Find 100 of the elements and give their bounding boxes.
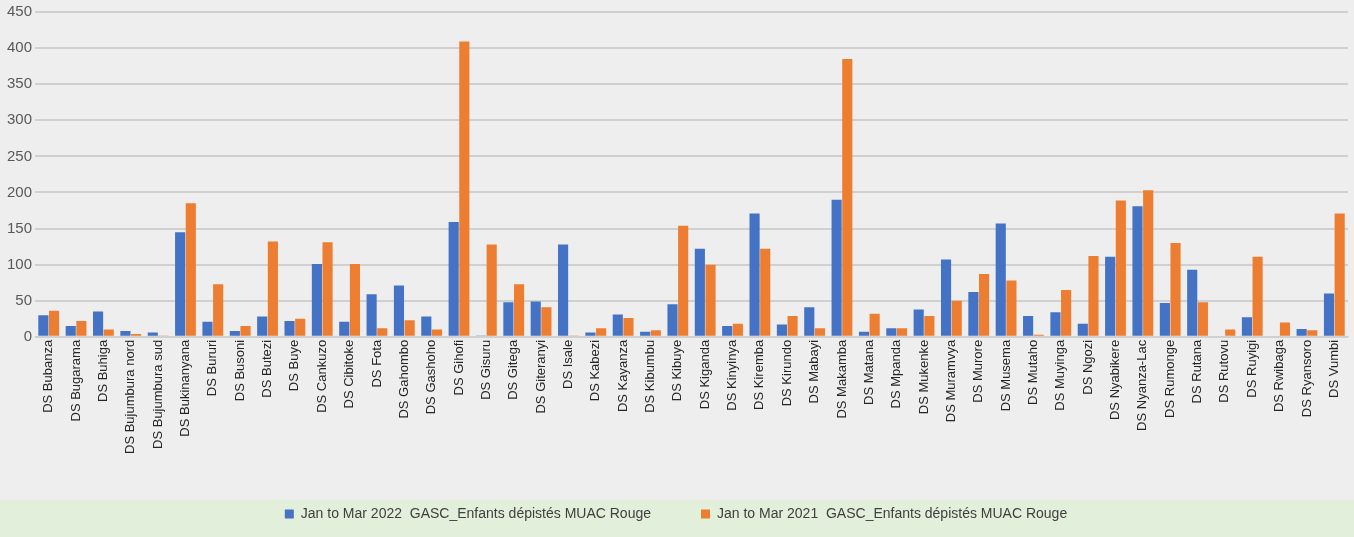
y-tick-label: 250 xyxy=(7,146,33,164)
bar xyxy=(175,232,186,336)
bar xyxy=(831,199,842,336)
x-tick-label: DS Mpanda xyxy=(888,339,904,409)
x-tick-label: DS Gihofi xyxy=(450,339,466,396)
x-tick-label: DS Bujumbura sud xyxy=(149,339,165,449)
bar xyxy=(120,331,131,336)
x-tick-label: DS Cankuzo xyxy=(313,339,329,413)
y-tick-label: 100 xyxy=(7,254,33,272)
x-tick-label: DS Rumonge xyxy=(1161,339,1177,418)
bar xyxy=(1252,256,1263,336)
bar xyxy=(814,328,826,336)
bar xyxy=(596,328,607,336)
bar xyxy=(913,309,924,336)
x-tick-label: DS Bugarama xyxy=(67,339,83,422)
x-tick-label: DS Muyinga xyxy=(1052,339,1068,411)
bar xyxy=(1115,200,1126,336)
bar xyxy=(38,315,49,336)
bar xyxy=(1307,330,1318,336)
bar xyxy=(448,222,459,336)
x-tick-label: DS Buhiga xyxy=(94,339,110,402)
x-tick-label: DS Kabezi xyxy=(587,339,603,402)
bar xyxy=(776,324,787,336)
bar xyxy=(558,244,569,336)
x-tick-label: DS Nyabikere xyxy=(1107,339,1123,421)
y-tick-label: 400 xyxy=(7,38,33,56)
bar xyxy=(951,300,962,336)
bar xyxy=(978,274,990,336)
bar xyxy=(640,331,651,336)
y-tick-label: 150 xyxy=(7,218,33,236)
bar xyxy=(667,304,678,336)
y-tick-label: 50 xyxy=(15,290,33,308)
x-tick-label: DS Kibuye xyxy=(669,339,685,402)
bar xyxy=(339,321,350,336)
bar xyxy=(858,331,870,336)
x-tick-label: DS Gisuru xyxy=(477,339,493,400)
bar xyxy=(732,323,743,336)
bar xyxy=(804,307,815,336)
x-tick-label: DS Kiganda xyxy=(696,339,712,410)
x-tick-label: DS Bubanza xyxy=(40,339,56,413)
bar xyxy=(968,292,979,336)
bar xyxy=(213,284,224,336)
x-tick-label: DS Kiremba xyxy=(751,339,767,410)
bar xyxy=(760,248,771,336)
x-tick-label: DS Matana xyxy=(860,339,876,405)
bar xyxy=(612,314,623,336)
bar xyxy=(694,248,705,336)
bar xyxy=(722,326,733,336)
bar xyxy=(650,330,661,336)
bar xyxy=(1279,322,1291,336)
bar xyxy=(924,315,935,336)
bar xyxy=(65,326,76,336)
bar xyxy=(705,264,716,336)
bar xyxy=(940,259,952,336)
bar xyxy=(76,320,87,336)
bar xyxy=(459,41,470,336)
x-tick-label: DS Murore xyxy=(970,339,986,403)
bar xyxy=(1077,323,1088,336)
x-tick-label: DS Bururi xyxy=(204,339,220,397)
x-tick-label: DS Busoni xyxy=(231,339,247,402)
x-tick-label: DS Mukenke xyxy=(915,339,931,415)
legend-label: Jan to Mar 2021 GASC_Enfants dépistés MUAC Rouge xyxy=(717,504,1068,521)
bar xyxy=(1225,329,1236,336)
x-tick-label: DS Muramvya xyxy=(942,339,958,423)
x-tick-label: DS Isale xyxy=(560,339,575,389)
bar xyxy=(995,223,1006,336)
bar xyxy=(678,225,689,336)
bar xyxy=(541,307,552,336)
bar xyxy=(1159,302,1170,336)
bar xyxy=(404,320,415,336)
y-tick-label: 350 xyxy=(7,74,33,92)
bar xyxy=(585,332,596,336)
x-tick-label: DS Gashoho xyxy=(423,339,439,415)
bar xyxy=(1187,269,1198,336)
bar xyxy=(1170,242,1181,336)
bar xyxy=(513,284,525,336)
x-tick-label: DS Rutovu xyxy=(1216,339,1232,403)
bar xyxy=(1050,312,1061,336)
bar xyxy=(486,244,497,336)
bar xyxy=(503,302,514,336)
x-tick-label: DS Bukinanyana xyxy=(177,339,193,437)
bar xyxy=(1023,315,1034,336)
y-tick-label: 300 xyxy=(7,110,33,128)
bar xyxy=(787,315,798,336)
bar xyxy=(1197,302,1208,336)
bar xyxy=(842,58,853,336)
x-tick-label: DS Giteranyi xyxy=(532,339,548,414)
x-tick-label: DS Musema xyxy=(997,339,1013,412)
x-tick-label: DS Ruyigi xyxy=(1243,339,1259,398)
bar xyxy=(1132,206,1143,336)
x-tick-label: DS Ryansoro xyxy=(1298,339,1314,418)
bar xyxy=(284,320,295,336)
x-tick-label: DS Kinyinya xyxy=(724,339,740,411)
bar xyxy=(48,310,60,336)
x-tick-label: DS Makamba xyxy=(833,339,849,419)
x-tick-label: DS Ngozi xyxy=(1079,339,1095,395)
x-tick-label: DS Mabayi xyxy=(806,339,822,404)
bar xyxy=(886,328,897,336)
bar xyxy=(530,301,541,336)
bar xyxy=(1334,213,1345,336)
